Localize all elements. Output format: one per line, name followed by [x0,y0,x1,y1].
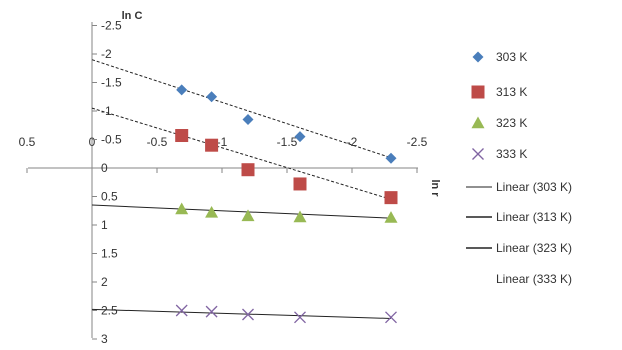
y-tick-label: 2 [101,275,108,289]
trendline [91,204,392,219]
y-tick-label: -2.5 [101,19,122,33]
data-point [175,304,188,317]
data-point [205,138,219,152]
data-point [385,152,397,164]
y-tick-label: 1.5 [101,247,118,261]
y-tick-label: 1 [101,218,108,232]
y-tick-label: 2.5 [101,304,118,318]
legend-label: Linear (313 K) [496,210,572,224]
legend-marker [471,85,485,99]
x-tick-label: -1 [217,135,228,149]
data-point [385,311,397,324]
legend-label: Linear (323 K) [496,241,572,255]
legend-label: Linear (303 K) [496,180,572,194]
data-point [293,210,307,223]
data-point [384,191,398,205]
data-point [294,311,306,324]
trendline [91,308,392,319]
y-tick-label: 3 [101,332,108,346]
data-point [241,163,255,177]
trendline [91,107,392,200]
x-tick-label: -0.5 [147,135,168,149]
data-point [242,114,254,126]
legend-marker [471,116,485,129]
legend-label: 323 K [496,116,527,130]
data-point [205,205,219,218]
data-point [205,305,218,318]
x-tick-label: -2.5 [407,135,428,149]
y-tick-label: -1 [101,104,112,118]
data-point [293,177,307,191]
y-tick-label: -2 [101,47,112,61]
trendline [91,59,392,159]
legend-marker [472,51,484,63]
data-point [175,202,189,215]
plot-area: 0.5 0 -0.5 -1 -1.5 -2 -2.5 -2.5 -2 -1.5 -1 -0.5 0 0.5… [19,19,428,347]
legend: 303 K 313 K 323 K 333 K Linear (303 K) Linear… [466,50,572,286]
legend-label: 313 K [496,85,527,99]
legend-label: Linear (333 K) [496,272,572,286]
legend-label: 333 K [496,147,527,161]
x-axis-title: ln r [429,179,441,197]
data-point [206,91,218,103]
data-point [294,131,306,143]
x-tick-label: -1.5 [277,135,298,149]
data-point [175,129,189,143]
y-tick-label: 0 [101,161,108,175]
x-tick-label: 0.5 [19,135,36,149]
data-point [241,209,255,222]
data-point [242,308,254,321]
y-tick-label: -0.5 [101,133,122,147]
data-point [384,211,398,223]
y-tick-label: -1.5 [101,76,122,90]
legend-label: 303 K [496,50,527,64]
x-tick-label: -2 [347,135,358,149]
legend-marker [472,148,484,160]
data-point [176,84,188,96]
y-axis-title: ln C [122,10,143,22]
y-tick-label: 0.5 [101,190,118,204]
x-tick-label: 0 [89,135,96,149]
